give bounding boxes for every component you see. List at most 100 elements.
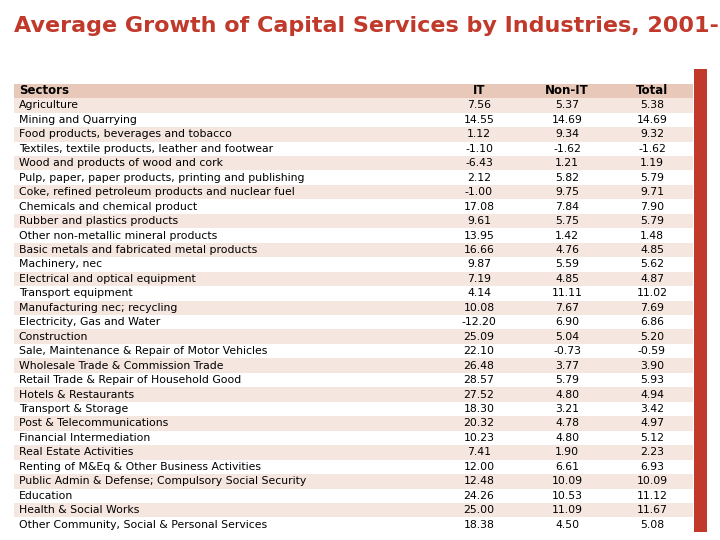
Text: -1.10: -1.10 [465, 144, 493, 154]
Text: 11.12: 11.12 [636, 491, 667, 501]
Text: Construction: Construction [19, 332, 88, 342]
Text: 5.59: 5.59 [555, 259, 579, 269]
Text: 10.09: 10.09 [552, 476, 582, 487]
Text: 1.12: 1.12 [467, 129, 491, 139]
Text: Transport equipment: Transport equipment [19, 288, 132, 298]
Text: 7.41: 7.41 [467, 447, 491, 457]
Text: 4.85: 4.85 [640, 245, 664, 255]
Text: 7.19: 7.19 [467, 274, 491, 284]
Text: 7.69: 7.69 [640, 303, 664, 313]
Text: Real Estate Activities: Real Estate Activities [19, 447, 133, 457]
Text: Renting of M&Eq & Other Business Activities: Renting of M&Eq & Other Business Activit… [19, 462, 261, 472]
Text: 1.90: 1.90 [555, 447, 579, 457]
Text: Other non-metallic mineral products: Other non-metallic mineral products [19, 231, 217, 240]
Text: 14.69: 14.69 [552, 115, 582, 125]
Text: 2.12: 2.12 [467, 173, 491, 183]
Text: Food products, beverages and tobacco: Food products, beverages and tobacco [19, 129, 232, 139]
Text: -12.20: -12.20 [462, 318, 496, 327]
Text: Hotels & Restaurants: Hotels & Restaurants [19, 389, 134, 400]
Text: Financial Intermediation: Financial Intermediation [19, 433, 150, 443]
Text: 10.08: 10.08 [464, 303, 495, 313]
Text: Public Admin & Defense; Compulsory Social Security: Public Admin & Defense; Compulsory Socia… [19, 476, 306, 487]
Text: -0.73: -0.73 [553, 346, 581, 356]
Text: Transport & Storage: Transport & Storage [19, 404, 128, 414]
Text: 5.79: 5.79 [640, 216, 664, 226]
Text: 5.79: 5.79 [555, 375, 579, 385]
Text: 5.08: 5.08 [640, 519, 664, 530]
Text: 5.37: 5.37 [555, 100, 579, 110]
Text: 9.87: 9.87 [467, 259, 491, 269]
Text: 7.90: 7.90 [640, 201, 664, 212]
Text: 9.71: 9.71 [640, 187, 664, 197]
Text: 6.93: 6.93 [640, 462, 664, 472]
Text: Other Community, Social & Personal Services: Other Community, Social & Personal Servi… [19, 519, 267, 530]
Text: 26.48: 26.48 [464, 361, 495, 370]
Text: 2.23: 2.23 [640, 447, 664, 457]
Text: 3.77: 3.77 [555, 361, 579, 370]
Text: Pulp, paper, paper products, printing and publishing: Pulp, paper, paper products, printing an… [19, 173, 305, 183]
Text: 5.04: 5.04 [555, 332, 579, 342]
Text: 12.00: 12.00 [464, 462, 495, 472]
Text: 9.34: 9.34 [555, 129, 579, 139]
Text: -0.59: -0.59 [638, 346, 666, 356]
Text: Mining and Quarrying: Mining and Quarrying [19, 115, 137, 125]
Text: 10.23: 10.23 [464, 433, 495, 443]
Text: 5.82: 5.82 [555, 173, 579, 183]
Text: Wholesale Trade & Commission Trade: Wholesale Trade & Commission Trade [19, 361, 223, 370]
Text: 10.53: 10.53 [552, 491, 582, 501]
Text: 11.02: 11.02 [636, 288, 667, 298]
Text: 4.85: 4.85 [555, 274, 579, 284]
Text: 1.21: 1.21 [555, 158, 579, 168]
Text: 9.61: 9.61 [467, 216, 491, 226]
Text: 14.69: 14.69 [636, 115, 667, 125]
Text: Post & Telecommunications: Post & Telecommunications [19, 418, 168, 428]
Text: 12.48: 12.48 [464, 476, 495, 487]
Text: 3.42: 3.42 [640, 404, 664, 414]
Text: 28.57: 28.57 [464, 375, 495, 385]
Text: 13.95: 13.95 [464, 231, 495, 240]
Text: 11.67: 11.67 [636, 505, 667, 515]
Text: 27.52: 27.52 [464, 389, 495, 400]
Text: 5.38: 5.38 [640, 100, 664, 110]
Text: 11.09: 11.09 [552, 505, 582, 515]
Text: 9.75: 9.75 [555, 187, 579, 197]
Text: 1.48: 1.48 [640, 231, 664, 240]
Text: -1.62: -1.62 [638, 144, 666, 154]
Text: 4.80: 4.80 [555, 433, 579, 443]
Text: 5.93: 5.93 [640, 375, 664, 385]
Text: 5.75: 5.75 [555, 216, 579, 226]
Text: 4.76: 4.76 [555, 245, 579, 255]
Text: 6.61: 6.61 [555, 462, 579, 472]
Text: 4.78: 4.78 [555, 418, 579, 428]
Text: Total: Total [636, 84, 668, 97]
Text: 25.00: 25.00 [464, 505, 495, 515]
Text: Rubber and plastics products: Rubber and plastics products [19, 216, 178, 226]
Text: -1.00: -1.00 [465, 187, 493, 197]
Text: 7.84: 7.84 [555, 201, 579, 212]
Text: 4.14: 4.14 [467, 288, 491, 298]
Text: 24.26: 24.26 [464, 491, 495, 501]
Text: 18.38: 18.38 [464, 519, 495, 530]
Text: Sale, Maintenance & Repair of Motor Vehicles: Sale, Maintenance & Repair of Motor Vehi… [19, 346, 267, 356]
Text: 11.11: 11.11 [552, 288, 582, 298]
Text: Wood and products of wood and cork: Wood and products of wood and cork [19, 158, 222, 168]
Text: Sectors: Sectors [19, 84, 68, 97]
Text: 14.55: 14.55 [464, 115, 495, 125]
Text: 4.94: 4.94 [640, 389, 664, 400]
Text: 17.08: 17.08 [464, 201, 495, 212]
Text: IT: IT [473, 84, 485, 97]
Text: 5.62: 5.62 [640, 259, 664, 269]
Text: 3.21: 3.21 [555, 404, 579, 414]
Text: 7.56: 7.56 [467, 100, 491, 110]
Text: Coke, refined petroleum products and nuclear fuel: Coke, refined petroleum products and nuc… [19, 187, 294, 197]
Text: Chemicals and chemical product: Chemicals and chemical product [19, 201, 197, 212]
Text: Average Growth of Capital Services by Industries, 2001-2010: Average Growth of Capital Services by In… [14, 16, 720, 36]
Text: 18.30: 18.30 [464, 404, 495, 414]
Text: 1.19: 1.19 [640, 158, 664, 168]
Text: 22.10: 22.10 [464, 346, 495, 356]
Text: 4.50: 4.50 [555, 519, 579, 530]
Text: 5.20: 5.20 [640, 332, 664, 342]
Text: 25.09: 25.09 [464, 332, 495, 342]
Text: Electrical and optical equipment: Electrical and optical equipment [19, 274, 195, 284]
Text: Education: Education [19, 491, 73, 501]
